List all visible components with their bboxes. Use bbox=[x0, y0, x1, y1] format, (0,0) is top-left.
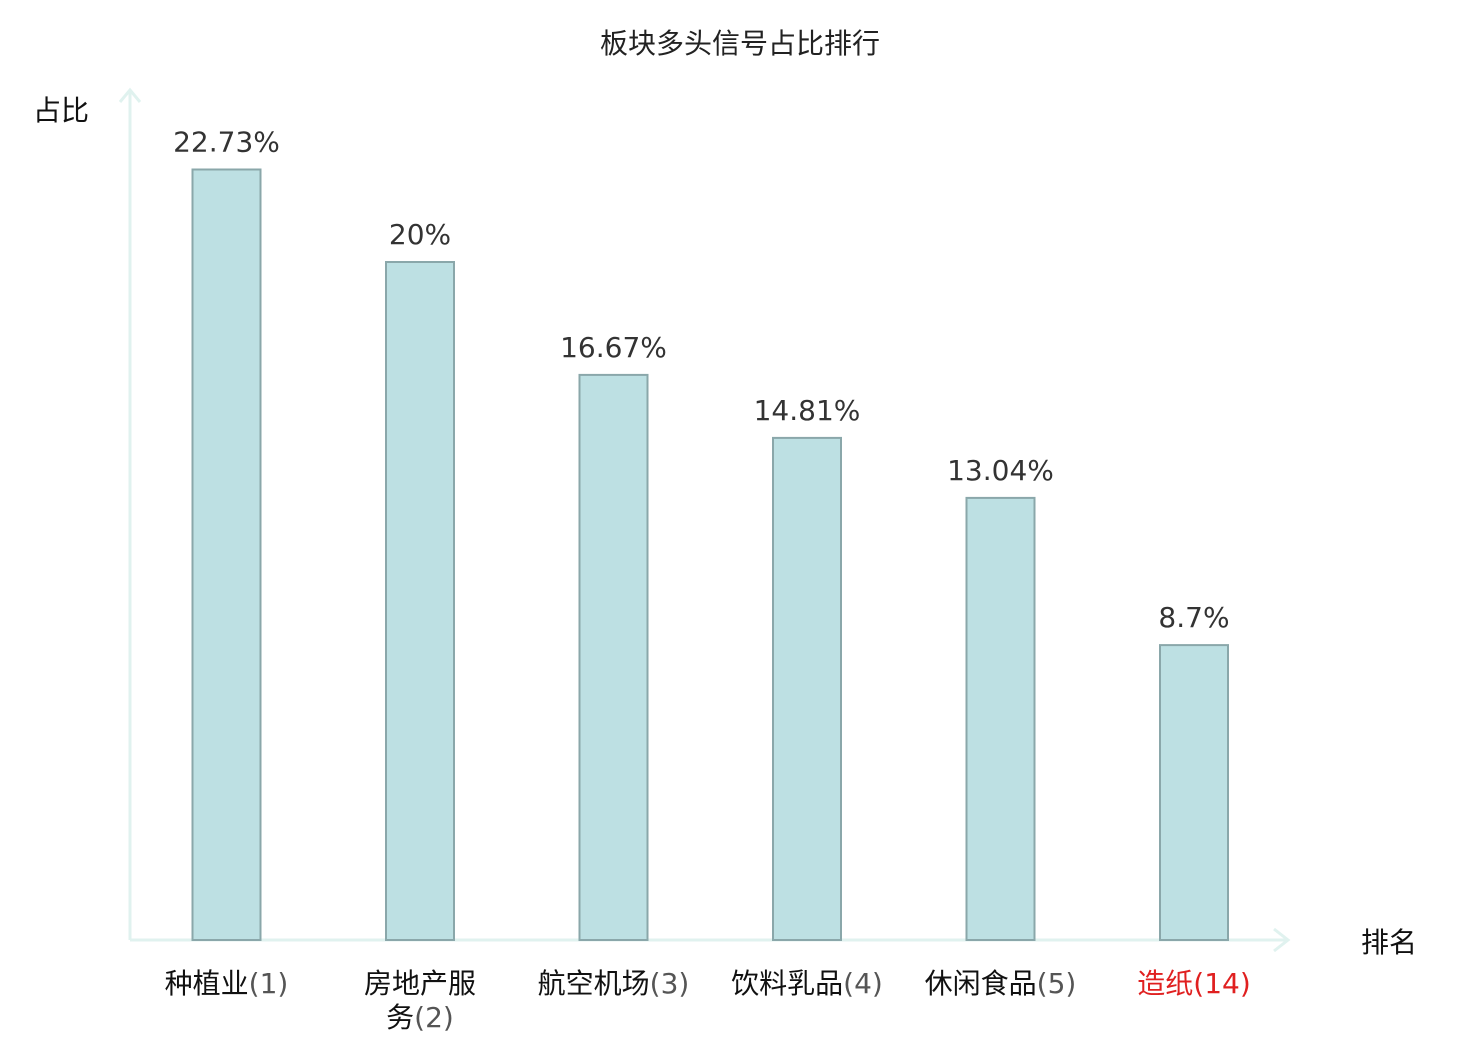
bars-group bbox=[191, 168, 1229, 941]
category-label-5: 造纸(14) bbox=[1137, 967, 1251, 1000]
chart-title: 板块多头信号占比排行 bbox=[600, 27, 880, 60]
category-rank: (4) bbox=[843, 967, 883, 1000]
category-label-1-line-0: 房地产服 bbox=[364, 967, 476, 1000]
category-label-0: 种植业(1) bbox=[165, 967, 289, 1000]
category-label-1-line-1: 务(2) bbox=[386, 1001, 454, 1034]
value-label-5: 8.7% bbox=[1158, 601, 1229, 634]
category-name: 造纸 bbox=[1137, 967, 1193, 1000]
value-label-2: 16.67% bbox=[560, 331, 667, 364]
category-rank: (2) bbox=[414, 1001, 454, 1034]
bar-1 bbox=[385, 261, 455, 941]
category-name: 饮料乳品 bbox=[731, 967, 843, 1000]
bar-4 bbox=[965, 496, 1036, 941]
category-label-3: 饮料乳品(4) bbox=[731, 967, 883, 1000]
category-name: 房地产服 bbox=[364, 967, 476, 1000]
y-axis-label: 占比 bbox=[33, 94, 89, 127]
category-name: 务 bbox=[386, 1001, 414, 1034]
x-axis-label: 排名 bbox=[1361, 926, 1417, 959]
category-rank: (5) bbox=[1037, 967, 1077, 1000]
category-name: 种植业 bbox=[165, 967, 249, 1000]
y-axis-arrow-icon bbox=[118, 87, 142, 103]
category-rank: (1) bbox=[249, 967, 289, 1000]
category-rank: (14) bbox=[1193, 967, 1250, 1000]
category-label-4: 休闲食品(5) bbox=[925, 967, 1077, 1000]
category-name: 航空机场 bbox=[538, 967, 650, 1000]
value-label-0: 22.73% bbox=[173, 126, 280, 159]
bar-3 bbox=[772, 436, 842, 941]
value-label-4: 13.04% bbox=[947, 454, 1054, 487]
bar-2 bbox=[578, 373, 649, 941]
category-name: 休闲食品 bbox=[925, 967, 1037, 1000]
value-label-1: 20% bbox=[389, 218, 451, 251]
value-labels-group: 22.73% 20% 16.67% 14.81% 13.04% 8.7% bbox=[173, 126, 1229, 635]
category-rank: (3) bbox=[650, 967, 690, 1000]
value-label-3: 14.81% bbox=[754, 394, 861, 427]
category-label-2: 航空机场(3) bbox=[538, 967, 690, 1000]
bar-5 bbox=[1159, 644, 1229, 941]
x-axis-arrow-icon bbox=[1273, 927, 1291, 953]
bar-0 bbox=[191, 168, 262, 941]
